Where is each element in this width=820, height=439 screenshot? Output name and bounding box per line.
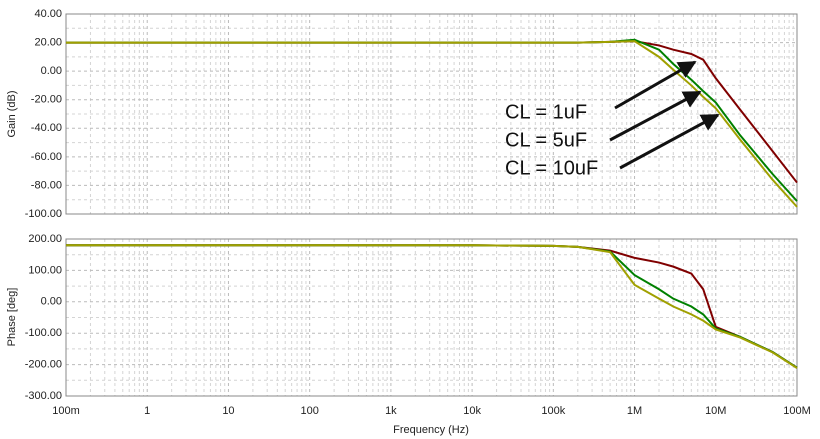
x-tick-label: 10: [222, 405, 234, 417]
plot-frame: [65, 13, 798, 215]
y-tick-label: -40.00: [31, 122, 62, 134]
annotation-arrow: [619, 113, 720, 170]
x-tick-label: 100m: [52, 405, 80, 417]
x-tick-label: 100: [300, 405, 318, 417]
annotation-arrow: [614, 60, 697, 110]
y-tick-label: 40.00: [34, 8, 62, 20]
annotation: CL = 1uF: [505, 101, 587, 123]
series-line: [66, 40, 798, 184]
y-tick-label: -300.00: [25, 390, 62, 402]
series-line: [66, 244, 798, 369]
x-tick-label: 1: [144, 405, 150, 417]
x-tick-label: 1k: [385, 405, 397, 417]
y-tick-label: 20.00: [34, 36, 62, 48]
y-tick-label: -200.00: [25, 359, 62, 371]
y-tick-label: -100.00: [25, 208, 62, 220]
series-line: [66, 38, 798, 202]
y-tick-label: 200.00: [28, 233, 62, 245]
y-tick-label: -100.00: [25, 327, 62, 339]
x-tick-label: 100k: [541, 405, 565, 417]
y-tick-label: 100.00: [28, 264, 62, 276]
series-line: [66, 40, 798, 208]
y-tick-label: -60.00: [31, 151, 62, 163]
x-tick-label: 1M: [627, 405, 642, 417]
y-tick-label: 0.00: [41, 296, 62, 308]
x-tick-label: 10M: [705, 405, 726, 417]
x-tick-label: 100M: [783, 405, 811, 417]
y-axis-label: Phase [deg]: [6, 288, 18, 347]
annotation: CL = 5uF: [505, 129, 587, 151]
plot-frame: [65, 238, 798, 397]
x-tick-label: 10k: [463, 405, 481, 417]
annotation: CL = 10uF: [505, 157, 598, 179]
y-tick-label: -80.00: [31, 179, 62, 191]
y-tick-label: -20.00: [31, 94, 62, 106]
y-axis-label: Gain (dB): [6, 90, 18, 137]
y-tick-label: 0.00: [41, 65, 62, 77]
annotation-arrow: [609, 90, 702, 142]
x-axis-label: Frequency (Hz): [393, 424, 469, 436]
